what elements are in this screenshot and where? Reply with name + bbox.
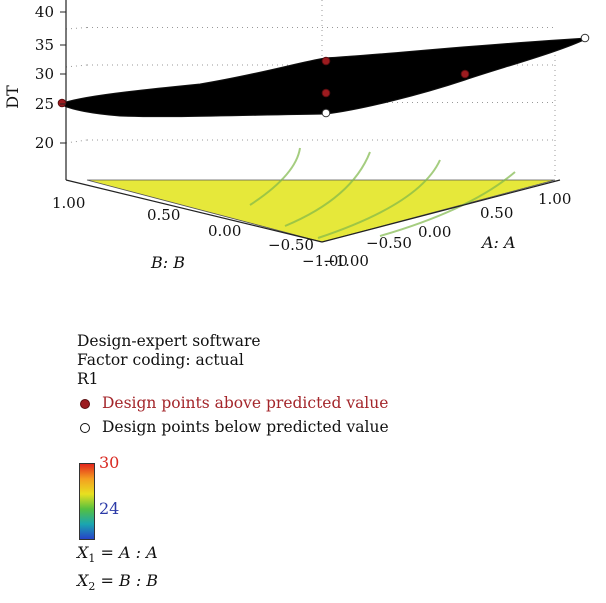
response-surface xyxy=(58,37,589,118)
legend-below-label: Design points below predicted value xyxy=(102,418,389,436)
factor-x1: X1 = A : A xyxy=(77,543,158,565)
legend-below: Design points below predicted value xyxy=(77,418,389,437)
x1-subscript: 1 xyxy=(88,552,96,566)
x2-definition: = B : B xyxy=(95,571,159,590)
b-tick-label: −0.50 xyxy=(268,236,314,254)
factor-coding-label: Factor coding: actual xyxy=(77,351,244,369)
b-tick-label: 1.00 xyxy=(52,194,85,212)
surface-sheet xyxy=(58,37,589,118)
b-axis-line xyxy=(65,179,323,243)
legend-above-label: Design points above predicted value xyxy=(102,394,389,412)
x2-subscript: 2 xyxy=(88,580,96,594)
a-tick-label: −1.00 xyxy=(323,252,369,270)
legend: Design-expert software Factor coding: ac… xyxy=(77,332,389,437)
colorbar-max: 30 xyxy=(99,453,120,472)
design-point-below xyxy=(321,108,331,118)
z-tick-label: 30 xyxy=(35,65,54,83)
design-point-below xyxy=(580,33,590,43)
design-points xyxy=(57,33,590,118)
colorbar xyxy=(79,463,95,540)
design-point-above xyxy=(321,88,331,98)
contour-line-1 xyxy=(249,147,301,206)
below-point-icon xyxy=(80,422,90,433)
grid-line-35 xyxy=(65,27,88,30)
b-axis-label: B: B xyxy=(150,253,185,272)
a-tick-label: −0.50 xyxy=(366,234,412,252)
contour-line-3 xyxy=(317,159,441,239)
above-point-icon xyxy=(80,398,90,409)
response-label: R1 xyxy=(77,370,99,388)
z-tick-label: 25 xyxy=(35,95,54,113)
a-axis-label: A: A xyxy=(480,233,516,252)
x1-symbol: X xyxy=(77,543,89,562)
x2-symbol: X xyxy=(77,571,89,590)
axes-box xyxy=(65,0,561,243)
factor-x2: X2 = B : B xyxy=(77,571,158,593)
grid-line-30 xyxy=(65,64,88,68)
z-tick-label: 40 xyxy=(35,3,54,21)
a-axis-line xyxy=(321,179,561,243)
floor-plane xyxy=(86,179,556,243)
x1-definition: = A : A xyxy=(95,543,158,562)
a-tick-label: 0.50 xyxy=(480,204,513,222)
a-tick-label: 0.00 xyxy=(418,223,451,241)
grid-line-20 xyxy=(65,139,88,144)
a-tick-label: 1.00 xyxy=(538,190,571,208)
z-axis-label: DT xyxy=(3,85,22,109)
b-tick-label: 0.00 xyxy=(208,222,241,240)
b-tick-label: −1.00 xyxy=(302,252,348,270)
legend-above: Design points above predicted value xyxy=(77,394,389,413)
software-label: Design-expert software xyxy=(77,332,261,350)
design-point-above xyxy=(321,56,331,66)
contour-line-2 xyxy=(284,151,371,227)
floor-contour-plane xyxy=(86,147,556,243)
colorbar-min: 24 xyxy=(99,499,120,518)
design-point-above xyxy=(57,98,67,108)
design-point-above xyxy=(460,69,470,79)
b-tick-label: 0.50 xyxy=(147,206,180,224)
z-tick-label: 20 xyxy=(35,134,54,152)
z-tick-label: 35 xyxy=(35,36,54,54)
